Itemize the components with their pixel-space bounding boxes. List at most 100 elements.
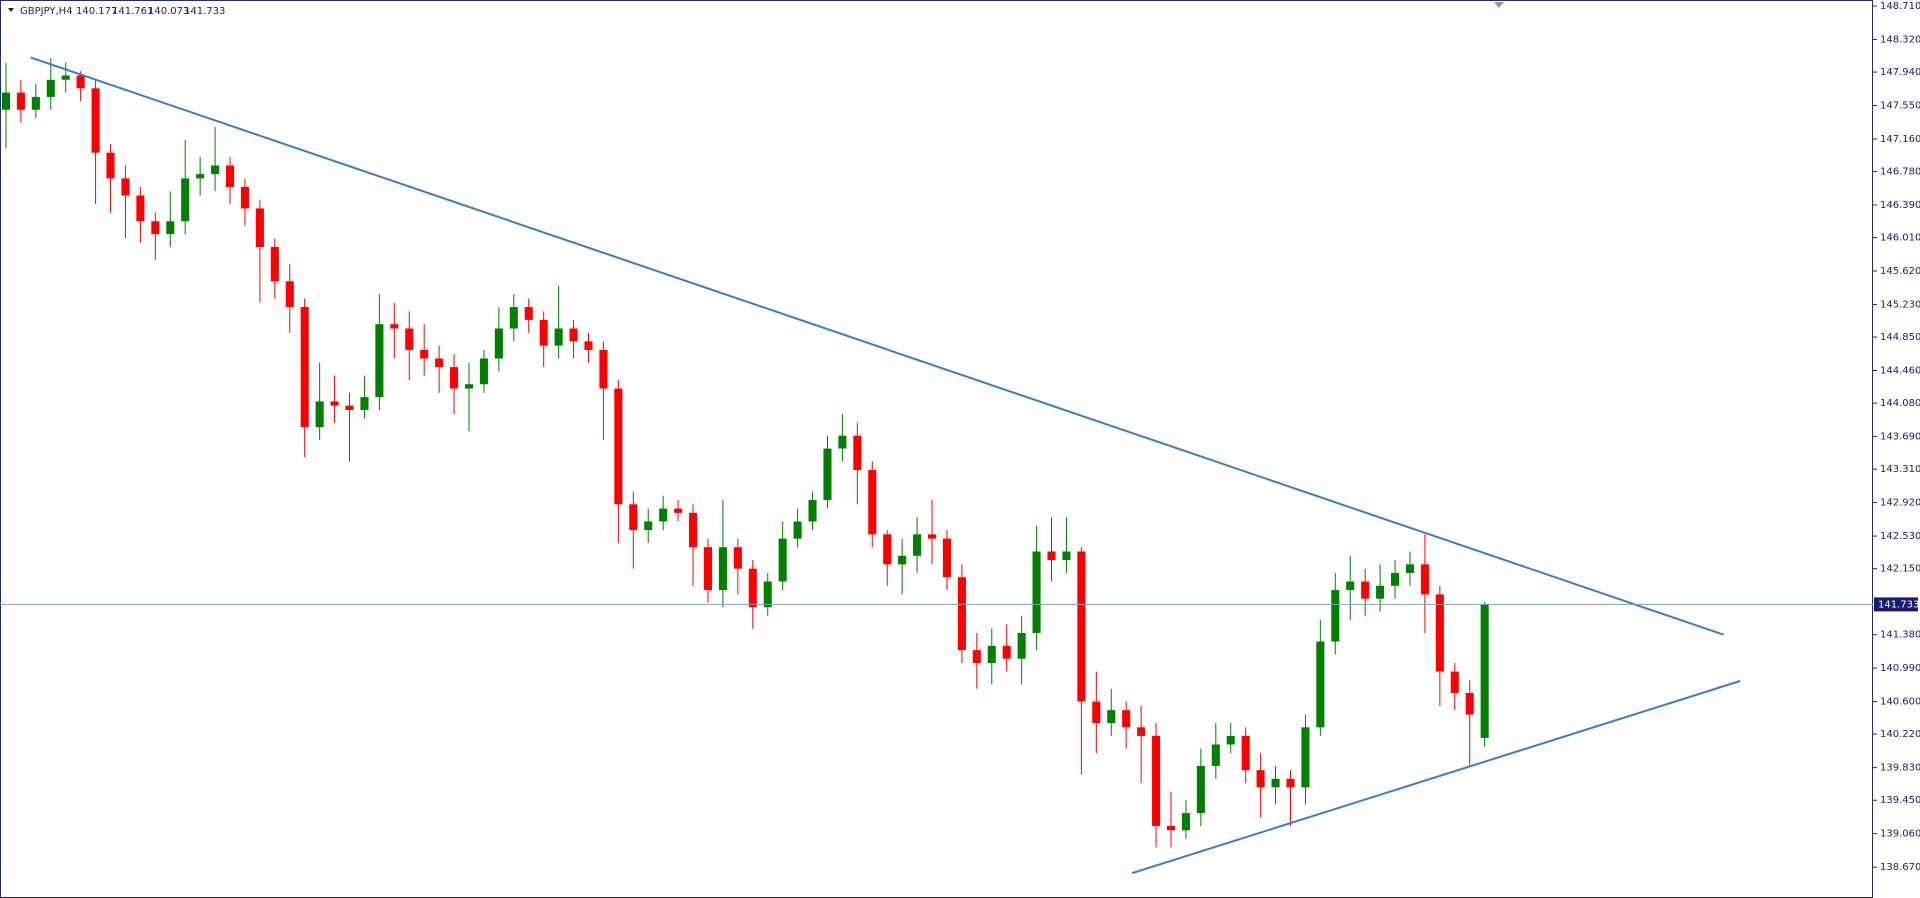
- candle-body: [1376, 585, 1385, 599]
- candle-body: [390, 324, 399, 329]
- candle-body: [927, 534, 937, 539]
- candle-body: [599, 349, 608, 389]
- y-tick-label: 146.010: [1880, 233, 1920, 244]
- candle-body: [1465, 693, 1474, 715]
- y-tick-label: 146.780: [1880, 167, 1920, 178]
- candle-body: [1211, 744, 1220, 766]
- y-tick-label: 144.850: [1880, 332, 1920, 343]
- y-tick-label: 147.940: [1880, 67, 1920, 78]
- candle-body: [823, 448, 832, 501]
- y-tick-label: 144.080: [1880, 398, 1920, 409]
- y-tick-label: 139.830: [1880, 763, 1920, 774]
- candle-body: [1196, 765, 1205, 814]
- candle-body: [225, 165, 235, 187]
- candle-body: [1107, 710, 1116, 724]
- candle-body: [703, 547, 713, 591]
- candle-body: [1405, 564, 1415, 573]
- candle-body: [972, 650, 981, 663]
- candle-body: [1391, 572, 1400, 586]
- candle-body: [330, 401, 339, 406]
- ohlc-open: 140.177: [76, 6, 117, 17]
- candle-body: [91, 88, 100, 153]
- y-tick-label: 146.390: [1880, 200, 1920, 211]
- candle-body: [539, 319, 548, 346]
- candle-body: [838, 435, 847, 449]
- candle-body: [1152, 735, 1161, 826]
- price-label: 141.733: [1878, 599, 1919, 610]
- candle-body: [644, 521, 653, 531]
- trendline: [1131, 680, 1741, 875]
- candle-body: [1346, 581, 1355, 591]
- candle-body: [106, 152, 115, 179]
- y-tick-label: 143.690: [1880, 432, 1920, 443]
- y-tick-label: 145.230: [1880, 299, 1920, 310]
- candle-body: [659, 508, 668, 522]
- y-tick-label: 142.920: [1880, 498, 1920, 509]
- candle-body: [1062, 551, 1071, 561]
- candle-body: [1331, 590, 1340, 642]
- ohlc-high: 141.761: [112, 6, 153, 17]
- candle-body: [240, 186, 249, 209]
- candle-body: [121, 178, 130, 196]
- candle-body: [957, 577, 966, 651]
- candle-body: [1226, 735, 1235, 745]
- candle-body: [1361, 581, 1370, 599]
- candle-body: [1077, 551, 1086, 702]
- candle-body: [76, 75, 85, 89]
- candle-body: [509, 307, 518, 329]
- candle-body: [181, 178, 190, 222]
- candle-body: [136, 195, 145, 222]
- candle-body: [1, 92, 11, 110]
- trendline: [30, 56, 1724, 636]
- candle-body: [1092, 701, 1101, 724]
- candle-body: [1002, 645, 1011, 659]
- y-tick-label: 147.550: [1880, 100, 1920, 111]
- y-tick-label: 145.620: [1880, 266, 1920, 277]
- candle-body: [584, 341, 593, 350]
- candle-body: [1137, 727, 1146, 736]
- candle-body: [345, 405, 354, 410]
- y-tick-label: 139.060: [1880, 829, 1920, 840]
- y-tick-label: 138.670: [1880, 862, 1920, 873]
- y-tick-label: 140.990: [1880, 663, 1920, 674]
- candle-body: [629, 504, 638, 531]
- candle-body: [718, 547, 727, 591]
- candle-body: [196, 174, 205, 179]
- ohlc-close: 141.733: [184, 6, 225, 17]
- y-tick-label: 142.150: [1880, 564, 1920, 575]
- candle-body: [494, 328, 503, 359]
- y-tick-label: 143.310: [1880, 464, 1920, 475]
- candle-body: [1286, 778, 1295, 788]
- candle-body: [285, 281, 294, 308]
- candle-body: [614, 388, 623, 505]
- candle-body: [1047, 551, 1056, 561]
- collapse-icon[interactable]: [8, 8, 14, 12]
- candle-body: [1166, 825, 1176, 831]
- candle-body: [883, 534, 892, 565]
- candle-body: [793, 521, 802, 539]
- candle-body: [435, 358, 444, 368]
- candle-body: [853, 435, 862, 471]
- candle-body: [1181, 813, 1190, 831]
- candle-body: [1032, 551, 1041, 633]
- candle-body: [913, 534, 922, 556]
- y-tick-label: 147.160: [1880, 134, 1920, 145]
- candle-body: [479, 358, 488, 385]
- y-tick-label: 142.530: [1880, 531, 1920, 542]
- candle-body: [569, 328, 578, 342]
- candle-body: [689, 512, 698, 548]
- candle-body: [255, 208, 264, 248]
- shift-marker: [1494, 2, 1504, 8]
- candle-body: [1017, 632, 1026, 659]
- candle-body: [16, 92, 25, 110]
- candle-body: [211, 165, 220, 175]
- candle-body: [763, 581, 772, 608]
- plot-frame: [0, 0, 1873, 898]
- candle-body: [1420, 564, 1429, 595]
- candle-body: [375, 324, 384, 398]
- candle-body: [733, 547, 742, 569]
- candle-body: [166, 221, 175, 235]
- candle-body: [270, 247, 279, 282]
